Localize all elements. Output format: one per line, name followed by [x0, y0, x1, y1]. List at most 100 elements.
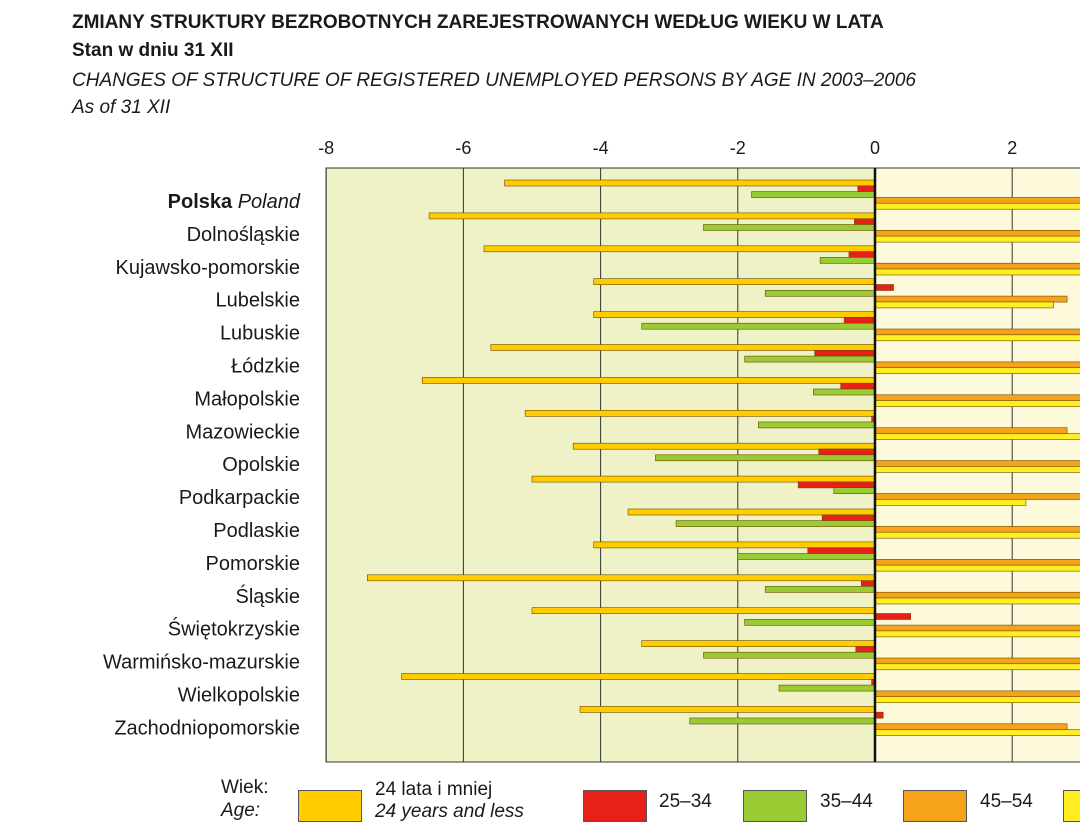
bar: [490, 344, 876, 351]
x-tick-label: 2: [1007, 138, 1017, 158]
category-label: Małopolskie: [194, 388, 300, 410]
category-label: Wielkopolskie: [178, 685, 300, 707]
bar: [874, 690, 1080, 698]
bar: [874, 493, 1080, 500]
chart-subtitle-english: As of 31 XII: [72, 97, 171, 118]
bar: [764, 586, 876, 593]
legend-label-24-and-less-english: 24 years and less: [375, 801, 524, 822]
bar: [855, 646, 876, 653]
bar: [818, 448, 876, 456]
bar: [874, 262, 1080, 270]
bar: [531, 475, 876, 483]
category-label: Podkarpackie: [179, 487, 300, 509]
legend-swatch-24-and-less: [298, 790, 362, 822]
bar: [874, 433, 1080, 440]
legend-label-25-34: 25–34: [659, 791, 712, 812]
bar: [874, 427, 1068, 435]
bar: [483, 245, 876, 253]
bar: [655, 454, 876, 462]
bar: [843, 317, 876, 324]
chart-title-english: CHANGES OF STRUCTURE OF REGISTERED UNEMP…: [72, 70, 916, 91]
bar: [857, 185, 876, 193]
bar: [874, 328, 1080, 336]
x-tick-label: -2: [730, 138, 746, 158]
bar: [627, 508, 876, 516]
bar: [814, 349, 876, 357]
bar: [874, 460, 1080, 467]
bar: [504, 179, 876, 187]
bar: [874, 202, 1080, 210]
bar: [874, 394, 1080, 402]
bar: [874, 284, 894, 291]
chart-title-polish: ZMIANY STRUKTURY BEZROBOTNYCH ZAREJESTRO…: [72, 12, 884, 33]
bar: [807, 547, 876, 555]
bar: [641, 640, 876, 647]
bar: [703, 224, 876, 231]
category-label: Mazowieckie: [186, 421, 300, 443]
legend-age-label-english: Age:: [221, 800, 261, 821]
bar: [874, 657, 1080, 665]
category-label: Śląskie: [236, 584, 300, 608]
bar: [874, 301, 1054, 309]
bar: [848, 251, 876, 258]
bar: [874, 268, 1080, 276]
bar: [860, 580, 876, 587]
category-label: Lubuskie: [220, 323, 300, 345]
bar: [874, 729, 1080, 736]
bar: [764, 289, 876, 297]
bar: [821, 514, 876, 522]
bar: [840, 382, 876, 390]
bar: [579, 706, 876, 713]
x-tick-label: -8: [318, 138, 334, 158]
bar: [874, 361, 1080, 369]
bar: [428, 212, 876, 220]
bar: [874, 197, 1080, 204]
plot-frame: [325, 167, 1080, 763]
x-tick-label: -4: [593, 138, 609, 158]
bar: [874, 624, 1080, 632]
legend-label-35-44: 35–44: [820, 791, 873, 812]
bar: [833, 487, 876, 495]
legend-swatch-35-44: [743, 790, 807, 822]
category-label: Podlaskie: [213, 520, 300, 542]
bar: [367, 574, 876, 582]
bar: [593, 311, 876, 318]
bar: [421, 377, 876, 384]
bar: [874, 230, 1080, 237]
legend-age-label-polish: Wiek:: [221, 777, 269, 798]
bar: [874, 591, 1080, 599]
bar: [641, 322, 876, 330]
bar: [874, 334, 1080, 342]
bar: [819, 257, 876, 264]
legend-label-24-and-less: 24 lata i mniej: [375, 779, 493, 800]
category-label: Świętokrzyskie: [168, 617, 300, 641]
bar: [797, 481, 876, 489]
bar: [874, 696, 1080, 704]
bar: [744, 355, 876, 363]
bar: [572, 442, 876, 450]
chart-subtitle-polish: Stan w dniu 31 XII: [72, 40, 234, 61]
bar: [737, 553, 876, 560]
bar: [874, 613, 911, 620]
legend-swatch-55-plus: [1063, 790, 1080, 822]
bar: [703, 651, 876, 659]
bar: [874, 723, 1068, 731]
bar: [689, 717, 876, 725]
bar: [675, 520, 876, 527]
bar: [812, 388, 876, 396]
bar: [874, 558, 1080, 566]
bar: [751, 191, 876, 198]
bar: [593, 278, 876, 286]
bar: [874, 663, 1080, 671]
category-label: Dolnośląskie: [187, 224, 300, 246]
x-tick-label: -6: [455, 138, 471, 158]
bar: [874, 564, 1080, 572]
bar: [874, 630, 1080, 638]
bar: [874, 597, 1080, 605]
bar: [531, 607, 876, 615]
bar: [854, 218, 876, 225]
category-label: Lubelskie: [215, 290, 300, 312]
x-tick-label: 0: [870, 138, 880, 158]
bar: [874, 400, 1080, 407]
